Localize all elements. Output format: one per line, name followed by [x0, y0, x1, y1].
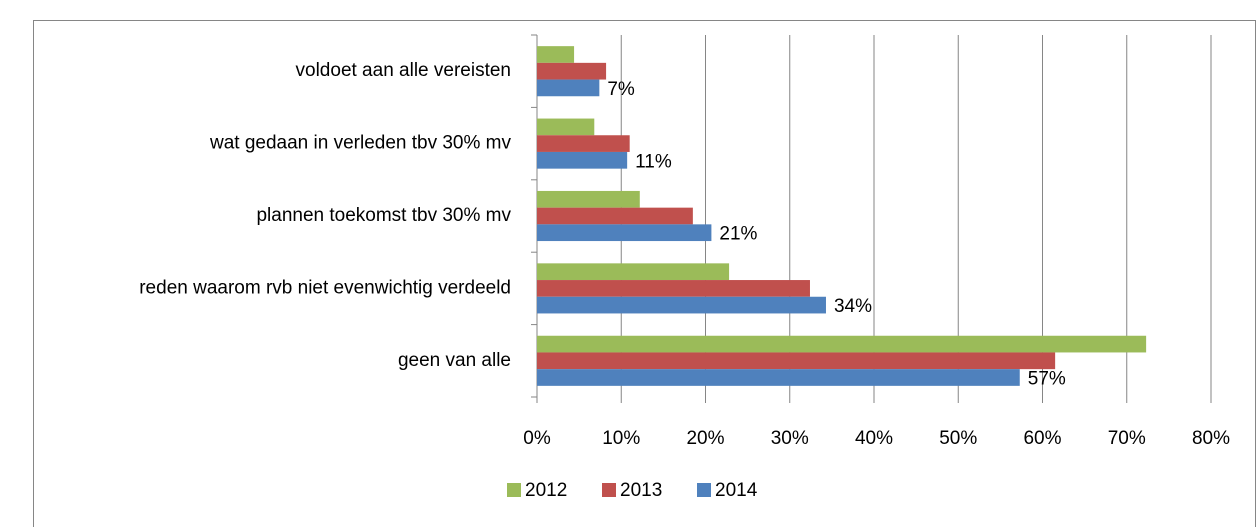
- legend-label: 2014: [715, 480, 758, 501]
- bar: [537, 369, 1020, 386]
- bar: [537, 190, 640, 208]
- bar: [537, 263, 730, 281]
- bar: [537, 135, 630, 152]
- bar: [537, 151, 628, 169]
- bar: [537, 79, 600, 97]
- y-tick-label: reden waarom rvb niet evenwichtig verdee…: [139, 277, 511, 298]
- data-label: 57%: [1028, 369, 1066, 390]
- bar: [537, 46, 575, 63]
- legend-label: 2013: [620, 480, 662, 501]
- y-tick-label: wat gedaan in verleden tbv 30% mv: [209, 133, 512, 154]
- bar: [537, 207, 693, 225]
- legend-label: 2012: [525, 480, 567, 501]
- x-tick-label: 60%: [1023, 428, 1061, 449]
- x-tick-label: 70%: [1108, 428, 1146, 449]
- legend-swatch: [602, 483, 616, 497]
- data-label: 34%: [834, 296, 872, 317]
- x-tick-label: 30%: [771, 428, 809, 449]
- bar: [537, 118, 595, 136]
- data-label: 11%: [635, 151, 672, 172]
- x-tick-label: 10%: [602, 428, 640, 449]
- legend-swatch: [697, 483, 711, 497]
- data-label: 21%: [719, 224, 757, 245]
- data-label: 7%: [607, 79, 635, 100]
- x-tick-label: 50%: [939, 428, 977, 449]
- bar: [537, 335, 1147, 353]
- x-tick-label: 80%: [1192, 428, 1230, 449]
- y-tick-label: voldoet aan alle vereisten: [296, 60, 511, 81]
- bar: [537, 224, 712, 242]
- bar: [537, 352, 1056, 370]
- y-tick-label: geen van alle: [398, 350, 511, 371]
- x-tick-label: 0%: [523, 428, 551, 449]
- bar: [537, 62, 607, 80]
- legend-swatch: [507, 483, 521, 497]
- x-tick-label: 40%: [855, 428, 893, 449]
- bar: [537, 296, 826, 314]
- x-tick-label: 20%: [686, 428, 724, 449]
- bar: [537, 280, 810, 297]
- y-tick-label: plannen toekomst tbv 30% mv: [256, 205, 511, 226]
